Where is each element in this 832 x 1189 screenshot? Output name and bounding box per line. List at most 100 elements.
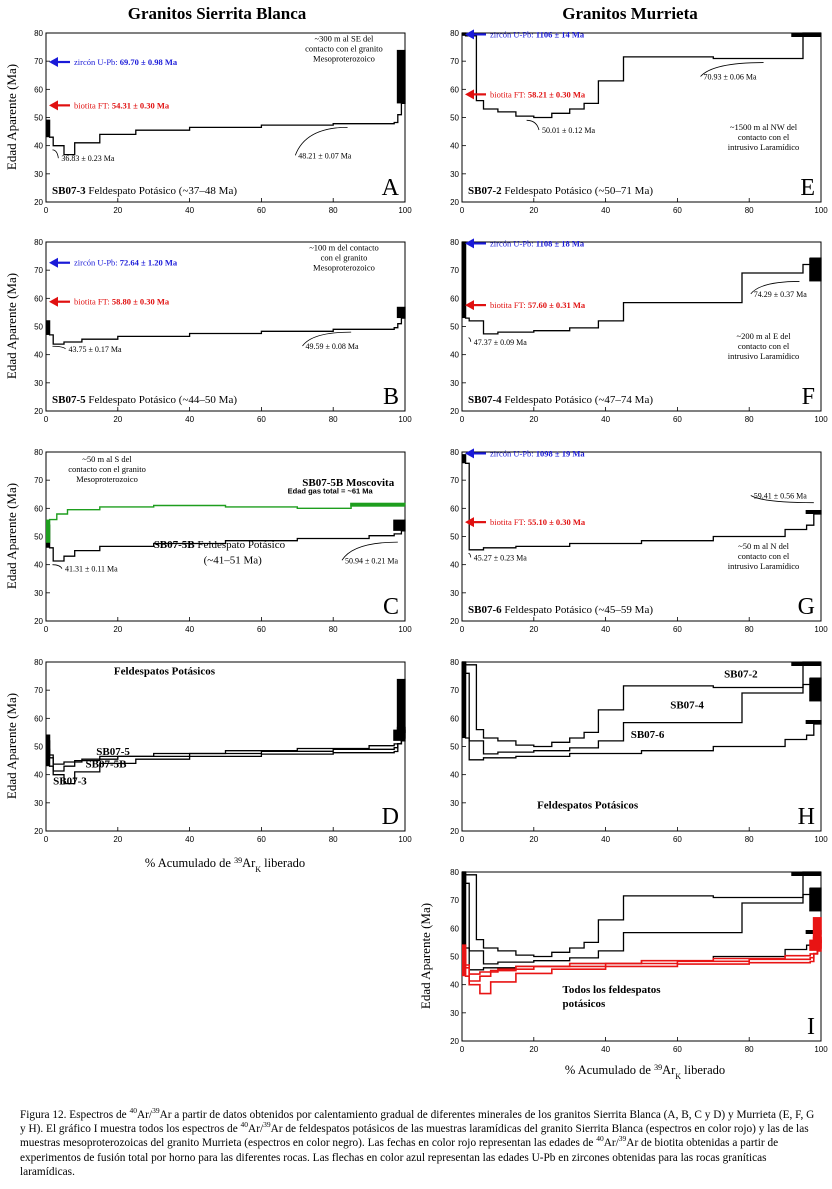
y-tick-label: 40 xyxy=(34,351,43,360)
note-line: ~50 m al N del xyxy=(738,541,790,551)
zircon-prefix: zircón U-Pb: xyxy=(74,57,120,67)
ylabel-a: Edad Aparente (Ma) xyxy=(4,64,19,170)
y-tick-label: 20 xyxy=(450,827,459,836)
series-label: SB07-3 xyxy=(53,776,87,788)
series-sb07-2 xyxy=(462,32,821,119)
x-tick-label: 80 xyxy=(745,1045,754,1054)
note-line: ~1500 m al NW del xyxy=(730,122,798,132)
biotite-prefix: biotita FT: xyxy=(490,517,528,527)
step-block xyxy=(805,509,821,514)
x-tick-label: 0 xyxy=(460,1045,465,1054)
sample-text: Feldespato Potásico xyxy=(195,539,286,551)
sample-range: (~41–51 Ma) xyxy=(204,554,263,566)
y-tick-label: 70 xyxy=(450,896,459,905)
step-block xyxy=(46,320,50,335)
note-line: ~200 m al E del xyxy=(736,331,791,341)
x-tick-label: 80 xyxy=(329,206,338,215)
age-annotation: 48.21 ± 0.07 Ma xyxy=(298,151,352,160)
y-tick-label: 20 xyxy=(450,198,459,207)
sample-text: Feldespato Potásico (~44–50 Ma) xyxy=(86,394,238,406)
annotation-pointer xyxy=(341,541,398,561)
sample-id: SB07-5 xyxy=(52,394,86,406)
y-tick-label: 70 xyxy=(450,57,459,66)
y-tick-label: 80 xyxy=(34,238,43,247)
zircon-prefix: zircón U-Pb: xyxy=(490,29,536,39)
step-block xyxy=(393,519,405,531)
y-tick-label: 80 xyxy=(450,868,459,877)
y-tick-label: 50 xyxy=(450,743,459,752)
step-block xyxy=(462,662,466,739)
zircon-value: 72.64 ± 1.20 Ma xyxy=(120,258,178,268)
x-tick-label: 40 xyxy=(185,206,194,215)
x-tick-label: 100 xyxy=(398,206,412,215)
annotation-pointer xyxy=(526,119,540,131)
y-tick-label: 30 xyxy=(450,589,459,598)
zircon-label: zircón U-Pb: 69.70 ± 0.98 Ma xyxy=(74,57,178,67)
age-annotation: 70.93 ± 0.06 Ma xyxy=(704,72,758,81)
muscovite-label: SB07-5B Moscovita xyxy=(302,477,394,489)
x-tick-label: 100 xyxy=(814,835,828,844)
xlabel-sup: 39 xyxy=(654,1063,662,1072)
muscovite-total: Edad gas total = ~61 Ma xyxy=(288,487,374,496)
x-tick-label: 80 xyxy=(745,206,754,215)
series-sb07-5b xyxy=(462,939,822,982)
biotite-arrowhead xyxy=(49,100,58,111)
x-tick-label: 40 xyxy=(601,415,610,424)
y-tick-label: 20 xyxy=(450,407,459,416)
x-tick-label: 20 xyxy=(113,835,122,844)
biotite-arrowhead xyxy=(49,296,58,307)
step-block xyxy=(805,719,821,724)
x-tick-label: 20 xyxy=(529,1045,538,1054)
annotation-pointer xyxy=(294,126,348,156)
biotite-prefix: biotita FT: xyxy=(490,89,528,99)
step-block xyxy=(809,678,821,702)
step-block xyxy=(396,678,405,733)
x-tick-label: 60 xyxy=(673,1045,682,1054)
sample-id: SB07-6 xyxy=(468,604,502,616)
y-tick-label: 80 xyxy=(34,448,43,457)
step-block xyxy=(812,917,821,943)
step-block xyxy=(462,945,466,968)
y-tick-label: 30 xyxy=(34,589,43,598)
series-sb07-6 xyxy=(462,664,822,761)
age-annotation: 50.94 ± 0.21 Ma xyxy=(345,556,399,565)
xlabel-pre: % Acumulado de xyxy=(145,856,234,870)
biotite-arrowhead xyxy=(465,300,474,311)
series-sb07-2 xyxy=(462,661,821,748)
x-tick-label: 100 xyxy=(814,625,828,634)
panel-letter: A xyxy=(382,175,400,201)
y-tick-label: 60 xyxy=(34,714,43,723)
x-tick-label: 80 xyxy=(329,625,338,634)
step-block xyxy=(462,242,466,319)
x-tick-label: 100 xyxy=(398,415,412,424)
y-tick-label: 50 xyxy=(34,114,43,123)
y-tick-label: 80 xyxy=(450,29,459,38)
biotite-label: biotita FT: 58.21 ± 0.30 Ma xyxy=(490,89,586,99)
y-tick-label: 40 xyxy=(450,561,459,570)
sample-id: SB07-3 xyxy=(52,185,86,197)
xlabel-post: liberado xyxy=(261,856,305,870)
step-block xyxy=(462,664,466,674)
panel-frame xyxy=(461,241,822,412)
annotation-pointer xyxy=(468,337,472,342)
biotite-prefix: biotita FT: xyxy=(74,100,112,110)
y-tick-label: 60 xyxy=(34,294,43,303)
xlabel-sup: 39 xyxy=(234,856,242,865)
note-line: Mesoproterozoico xyxy=(313,262,375,272)
biotite-value: 57.60 ± 0.31 Ma xyxy=(528,300,586,310)
y-tick-label: 80 xyxy=(450,658,459,667)
y-tick-label: 50 xyxy=(34,743,43,752)
x-tick-label: 60 xyxy=(257,206,266,215)
y-tick-label: 30 xyxy=(34,799,43,808)
step-block xyxy=(46,120,50,138)
y-tick-label: 80 xyxy=(450,238,459,247)
y-tick-label: 50 xyxy=(450,323,459,332)
x-tick-label: 0 xyxy=(460,415,465,424)
step-block xyxy=(462,33,466,36)
sample-label: SB07-5B Feldespato Potásico xyxy=(154,539,286,551)
xlabel-main: Ar xyxy=(242,856,256,870)
